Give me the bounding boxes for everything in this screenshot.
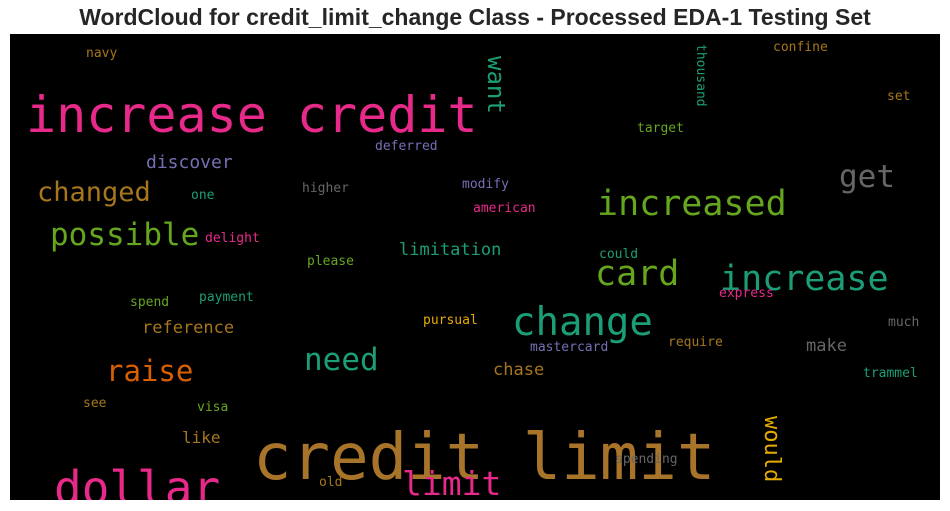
word-discover: discover <box>146 152 233 173</box>
word-trammel: trammel <box>863 366 918 381</box>
word-thousand: thousand <box>693 44 708 107</box>
word-american: american <box>473 201 536 216</box>
word-see: see <box>83 396 107 411</box>
word-much: much <box>888 315 919 330</box>
word-could: could <box>599 247 638 262</box>
word-confine: confine <box>773 40 828 55</box>
word-changed: changed <box>37 177 151 208</box>
word-require: require <box>668 335 723 350</box>
word-deferred: deferred <box>375 139 438 154</box>
word-increase: increase <box>720 259 889 299</box>
word-possible: possible <box>50 217 199 253</box>
word-increase-credit: increase credit <box>26 86 478 144</box>
word-delight: delight <box>205 231 260 246</box>
word-express: express <box>719 286 774 301</box>
word-dollar: dollar <box>54 461 220 500</box>
word-visa: visa <box>197 400 228 415</box>
word-need: need <box>304 342 379 378</box>
word-make: make <box>806 336 847 356</box>
chart-title: WordCloud for credit_limit_change Class … <box>79 4 871 30</box>
word-would: would <box>759 416 784 482</box>
word-please: please <box>307 254 354 269</box>
word-pursual: pursual <box>423 313 478 328</box>
word-limit: limit <box>402 464 501 500</box>
word-modify: modify <box>462 177 509 192</box>
word-spend: spend <box>130 295 169 310</box>
word-mastercard: mastercard <box>530 340 608 355</box>
word-set: set <box>887 89 910 104</box>
word-payment: payment <box>199 290 254 305</box>
word-card: card <box>595 254 679 294</box>
word-target: target <box>637 121 684 136</box>
wordcloud-svg: credit limit increase credit dollar change i… <box>26 40 919 500</box>
word-raise: raise <box>106 354 193 388</box>
word-limitation: limitation <box>399 240 501 260</box>
word-reference: reference <box>142 318 234 338</box>
wordcloud-canvas: credit limit increase credit dollar change i… <box>10 34 940 500</box>
word-old: old <box>319 475 342 490</box>
word-get: get <box>839 159 895 195</box>
word-chase: chase <box>493 360 544 380</box>
word-want: want <box>482 56 510 114</box>
word-navy: navy <box>86 46 117 61</box>
word-increased: increased <box>597 184 787 224</box>
word-one: one <box>191 188 215 203</box>
word-higher: higher <box>302 181 349 196</box>
word-credit-limit: credit limit <box>253 421 715 495</box>
word-like: like <box>182 428 221 447</box>
word-spending: spending <box>615 452 678 467</box>
word-change: change <box>512 300 653 345</box>
